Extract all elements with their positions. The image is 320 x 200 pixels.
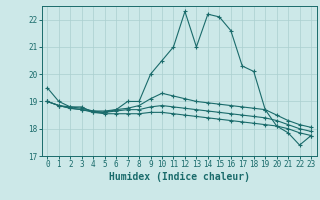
X-axis label: Humidex (Indice chaleur): Humidex (Indice chaleur) bbox=[109, 172, 250, 182]
